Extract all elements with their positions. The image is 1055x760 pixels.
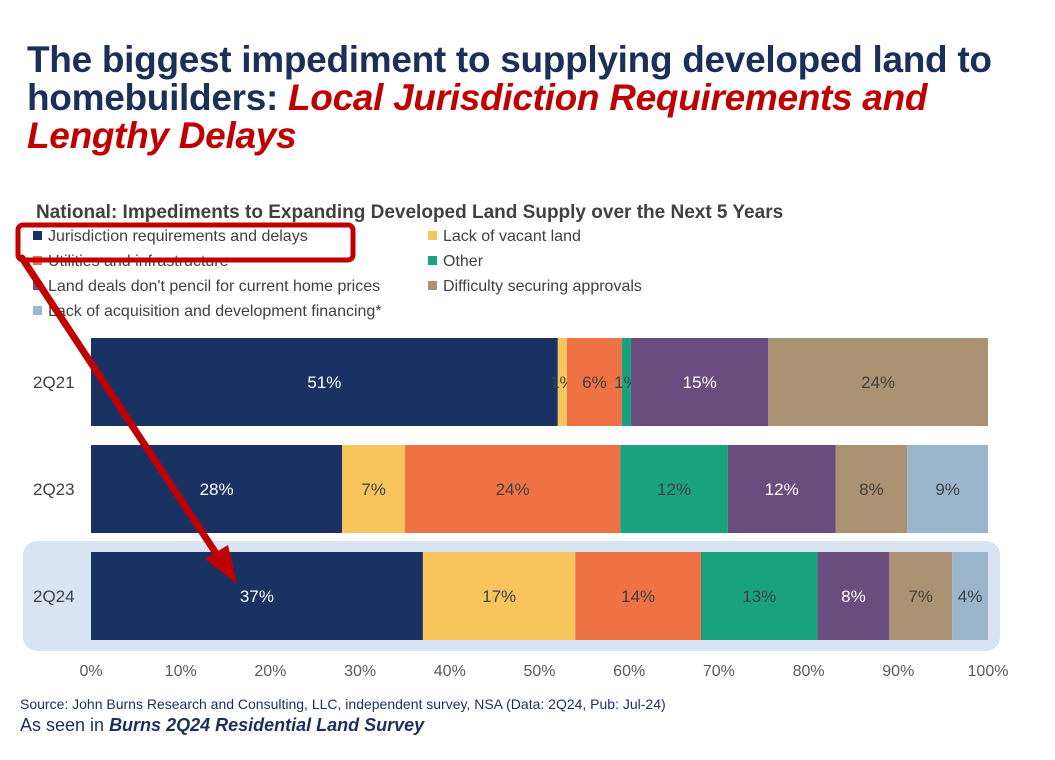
bar-2q23-lack-of-vacant-land: [342, 445, 405, 533]
seen-in-note: As seen in Burns 2Q24 Residential Land S…: [20, 715, 424, 736]
data-label-2q23-other: 12%: [657, 480, 691, 499]
x-tick-2: 20%: [254, 663, 286, 680]
x-tick-9: 90%: [882, 663, 914, 680]
bar-2q24-lack-of-vacant-land: [422, 552, 576, 640]
data-label-2q21-utilities-and-infrastructure: 6%: [582, 373, 607, 392]
data-label-2q24-jurisdiction-requirements-and-delays: 37%: [240, 587, 274, 606]
legend-swatch: [428, 231, 437, 240]
legend-swatch: [428, 256, 437, 265]
annotation-arrow: [18, 254, 237, 584]
data-label-2q24-lack-of-acquisition-and-development-financing: 4%: [958, 587, 983, 606]
bar-2q24-utilities-and-infrastructure: [575, 552, 701, 640]
x-tick-3: 30%: [344, 663, 376, 680]
source-note: Source: John Burns Research and Consulti…: [20, 696, 666, 712]
x-tick-5: 50%: [523, 663, 555, 680]
legend-label: Jurisdiction requirements and delays: [48, 228, 308, 245]
data-label-2q23-jurisdiction-requirements-and-delays: 28%: [200, 480, 234, 499]
bar-2q21-jurisdiction-requirements-and-delays: [91, 338, 558, 426]
bar-2q21-land-deals-don-t-pencil-for-current-home-prices: [631, 338, 769, 426]
bar-2q21-utilities-and-infrastructure: [566, 338, 622, 426]
bar-2q23-land-deals-don-t-pencil-for-current-home-prices: [727, 445, 836, 533]
x-tick-7: 70%: [703, 663, 735, 680]
legend-swatch: [428, 281, 437, 290]
data-label-2q23-utilities-and-infrastructure: 24%: [496, 480, 530, 499]
category-label-2q24: 2Q24: [33, 587, 75, 606]
x-tick-4: 40%: [434, 663, 466, 680]
data-label-2q23-land-deals-don-t-pencil-for-current-home-prices: 12%: [765, 480, 799, 499]
category-labels: 2Q21 2Q23 2Q24: [33, 373, 75, 606]
legend: Jurisdiction requirements and delays Lack…: [33, 228, 642, 320]
bar-2q24-lack-of-acquisition-and-development-financing: [952, 552, 988, 640]
x-tick-0: 0%: [79, 663, 102, 680]
data-label-2q23-lack-of-acquisition-and-development-financing: 9%: [935, 480, 960, 499]
legend-swatch: [33, 306, 42, 315]
data-label-2q23-difficulty-securing-approvals: 8%: [859, 480, 884, 499]
bar-2q23-other: [620, 445, 728, 533]
bar-2q24-land-deals-don-t-pencil-for-current-home-prices: [817, 552, 890, 640]
legend-item-lack-of-acquisition-and-development-financing: Lack of acquisition and development fina…: [33, 303, 382, 320]
category-label-2q23: 2Q23: [33, 480, 75, 499]
legend-item-land-deals-don-t-pencil-for-current-home-prices: Land deals don't pencil for current home…: [33, 278, 380, 295]
seen-title: Burns 2Q24 Residential Land Survey: [109, 715, 425, 735]
bar-2q23-utilities-and-infrastructure: [404, 445, 621, 533]
headline-highlight: Local Jurisdiction Requirements and Leng…: [27, 77, 928, 156]
legend-label: Land deals don't pencil for current home…: [48, 278, 380, 295]
legend-label: Lack of vacant land: [443, 228, 581, 245]
bar-2q24-other: [700, 552, 818, 640]
headline: The biggest impediment to supplying deve…: [27, 41, 1037, 155]
legend-item-difficulty-securing-approvals: Difficulty securing approvals: [428, 278, 642, 295]
x-tick-6: 60%: [613, 663, 645, 680]
data-label-2q21-land-deals-don-t-pencil-for-current-home-prices: 15%: [683, 373, 717, 392]
x-tick-8: 80%: [793, 663, 825, 680]
legend-swatch: [33, 231, 42, 240]
data-label-2q24-utilities-and-infrastructure: 14%: [621, 587, 655, 606]
chart-title: National: Impediments to Expanding Devel…: [36, 202, 783, 223]
legend-item-lack-of-vacant-land: Lack of vacant land: [428, 228, 581, 245]
data-label-2q24-difficulty-securing-approvals: 7%: [908, 587, 933, 606]
seen-prefix: As seen in: [20, 715, 110, 735]
x-axis-ticks: 0% 10% 20% 30% 40% 50% 60% 70% 80% 90% 100%: [79, 663, 1008, 680]
legend-item-other: Other: [428, 253, 484, 270]
data-label-2q24-lack-of-vacant-land: 17%: [482, 587, 516, 606]
stacked-bar-chart: 51% 1% 6% 1% 15% 24%28% 7% 24% 12% 12% 8% 9%37% 17% 1…: [15, 202, 1008, 680]
legend-label: Lack of acquisition and development fina…: [48, 303, 382, 320]
data-label-2q24-other: 13%: [742, 587, 776, 606]
bar-2q23-difficulty-securing-approvals: [835, 445, 908, 533]
bar-2q24-jurisdiction-requirements-and-delays: [91, 552, 423, 640]
bars-group: 51% 1% 6% 1% 15% 24%28% 7% 24% 12% 12% 8% 9%37% 17% 1…: [91, 338, 988, 640]
headline-plain: The biggest impediment to supplying deve…: [27, 39, 992, 118]
legend-item-jurisdiction-requirements-and-delays: Jurisdiction requirements and delays: [33, 228, 308, 245]
bar-2q21-difficulty-securing-approvals: [768, 338, 988, 426]
x-tick-1: 10%: [165, 663, 197, 680]
bar-2q23-jurisdiction-requirements-and-delays: [91, 445, 343, 533]
x-tick-10: 100%: [968, 663, 1009, 680]
category-label-2q21: 2Q21: [33, 373, 75, 392]
legend-label: Other: [443, 253, 484, 270]
data-label-2q24-land-deals-don-t-pencil-for-current-home-prices: 8%: [841, 587, 866, 606]
data-label-2q21-difficulty-securing-approvals: 24%: [861, 373, 895, 392]
legend-highlight-box: [15, 222, 356, 263]
bar-2q24-difficulty-securing-approvals: [889, 552, 953, 640]
bar-2q23-lack-of-acquisition-and-development-financing: [907, 445, 988, 533]
data-label-2q21-jurisdiction-requirements-and-delays: 51%: [307, 373, 341, 392]
bar-2q21-other: [621, 338, 632, 426]
data-label-2q23-lack-of-vacant-land: 7%: [361, 480, 386, 499]
legend-label: Difficulty securing approvals: [443, 278, 642, 295]
bar-2q21-lack-of-vacant-land: [557, 338, 567, 426]
